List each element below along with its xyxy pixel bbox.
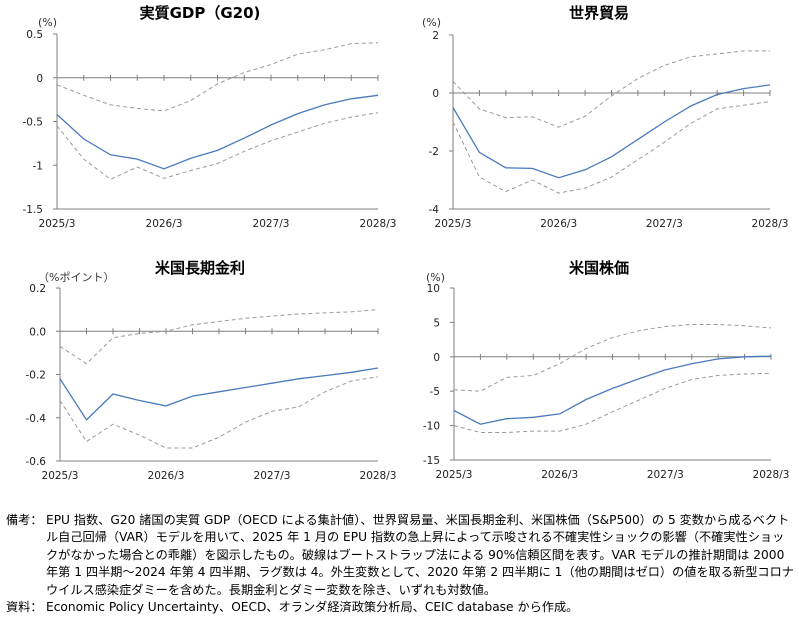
x-tick-label: 2026/3 [146, 218, 183, 230]
notes-block: 備考： EPU 指数、G20 諸国の実質 GDP（OECD による集計値）、世界… [6, 512, 796, 616]
series-ci-lower [453, 372, 772, 433]
x-tick-label: 2026/3 [540, 218, 577, 230]
series-point-estimate [453, 355, 772, 425]
chart-world-trade: 世界貿易 (%)2 0 -2 -4 2025/3 2026/3 2027/3 2028/3 [422, 4, 789, 230]
y-tick-label: -15 [423, 455, 440, 467]
y-tick-label: 10 [427, 283, 440, 295]
y-tick-label: -10 [423, 421, 440, 433]
x-tick-label: 2025/3 [42, 470, 79, 482]
y-tick-label: -5 [430, 386, 440, 398]
source-text: Economic Policy Uncertainty、OECD、オランダ経済政… [46, 600, 579, 615]
y-tick-label: -1.5 [23, 204, 44, 216]
series-ci-upper [59, 309, 379, 365]
y-tick-label: -0.4 [26, 413, 47, 425]
y-tick-label: 0 [432, 88, 439, 100]
series-ci-upper [453, 324, 772, 392]
chart-us-stock-price: 米国株価 (%)10 5 0 -5 -10 -15 2025/3 2026/3 2027/3 202… [423, 259, 790, 481]
chart-title: 実質GDP（G20) [140, 4, 261, 22]
y-tick-label: 0.0 [29, 326, 46, 338]
y-tick-label: -4 [429, 204, 440, 216]
x-tick-label: 2027/3 [254, 470, 291, 482]
chart-title: 世界貿易 [569, 4, 629, 22]
chart-title: 米国長期金利 [155, 259, 245, 277]
x-tick-label: 2027/3 [647, 469, 684, 481]
chart-real-gdp-g20: 実質GDP（G20) (%)0.5 0 -0.5 -1 -1.5 2025/3 2026/3 2… [23, 4, 397, 230]
y-tick-label: 0.2 [29, 283, 46, 295]
series-ci-lower [56, 112, 379, 180]
x-tick-label: 2027/3 [646, 218, 683, 230]
series-point-estimate [452, 84, 771, 179]
x-tick-label: 2025/3 [435, 218, 472, 230]
chart-us-long-term-rate: 米国長期金利 （%ポイント）0.2 0.0 -0.2 -0.4 -0.6 2025/3 202… [26, 259, 397, 482]
series-point-estimate [56, 94, 379, 170]
notes-text: EPU 指数、G20 諸国の実質 GDP（OECD による集計値）、世界貿易量、… [46, 513, 794, 597]
y-tick-label: -0.2 [26, 370, 47, 382]
chart-title: 米国株価 [569, 259, 629, 277]
series-ci-lower [452, 101, 771, 194]
series-point-estimate [59, 367, 379, 421]
x-tick-label: 2028/3 [753, 469, 790, 481]
y-tick-label: -1 [33, 160, 43, 172]
y-tick-label: 0 [36, 73, 43, 85]
unit-label: (%) [426, 271, 445, 284]
series-ci-upper [56, 42, 379, 112]
y-tick-label: 0.5 [26, 29, 43, 41]
unit-label: (%) [422, 16, 441, 29]
unit-label: （%ポイント） [38, 271, 114, 284]
y-tick-label: 0 [433, 352, 440, 364]
x-tick-label: 2026/3 [541, 469, 578, 481]
x-tick-label: 2028/3 [360, 470, 397, 482]
source-label: 資料： [6, 600, 43, 615]
series-ci-upper [452, 50, 770, 128]
notes-label: 備考： [6, 513, 43, 527]
y-tick-label: 5 [433, 317, 440, 329]
y-tick-label: -0.6 [26, 456, 47, 468]
y-tick-label: -0.5 [23, 117, 44, 129]
y-tick-label: -2 [429, 146, 439, 158]
x-tick-label: 2027/3 [253, 218, 290, 230]
y-tick-label: 2 [432, 30, 439, 42]
x-tick-label: 2026/3 [148, 470, 185, 482]
x-tick-label: 2025/3 [436, 469, 473, 481]
unit-label: (%) [38, 16, 57, 29]
x-tick-label: 2028/3 [360, 218, 397, 230]
x-tick-label: 2028/3 [752, 218, 789, 230]
x-tick-label: 2025/3 [39, 218, 76, 230]
series-ci-lower [59, 376, 379, 449]
